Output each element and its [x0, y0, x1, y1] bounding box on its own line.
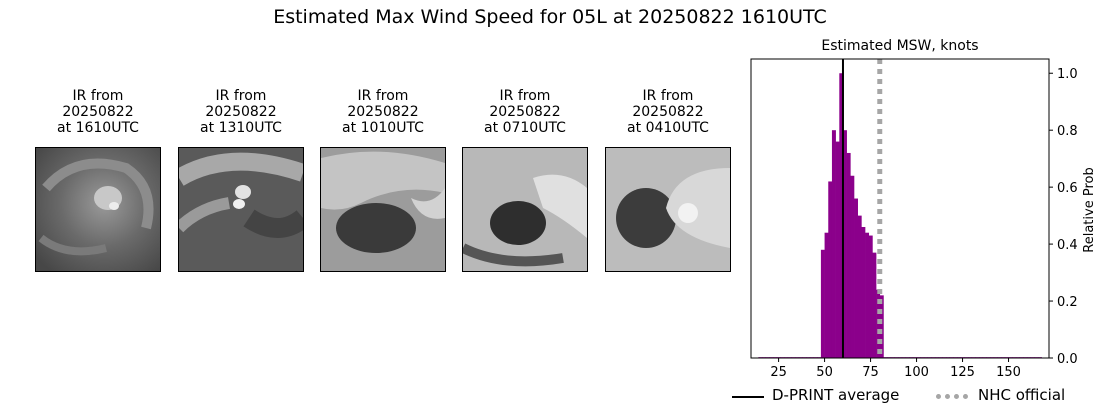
ir-satellite-image — [320, 147, 446, 272]
y-axis-label: Relative Prob — [1082, 167, 1097, 252]
histogram-bar — [828, 181, 833, 358]
y-tick-label: 0.0 — [1057, 352, 1078, 367]
histogram-bar — [879, 295, 884, 358]
legend-label-dprint: D-PRINT average — [772, 386, 900, 404]
ir-caption-time: at 0410UTC — [627, 120, 709, 136]
ir-panel-4: IR from 20250822 at 0710UTC — [462, 88, 588, 272]
ir-panel-5: IR from 20250822 at 0410UTC — [605, 88, 731, 272]
ir-caption-line1: IR from — [642, 88, 694, 104]
histogram-bar — [835, 141, 840, 358]
histogram-bar — [865, 232, 870, 358]
plot-frame — [750, 58, 1050, 359]
ir-caption-date: 20250822 — [489, 104, 561, 120]
y-tick-label: 0.6 — [1057, 181, 1078, 196]
ir-panel-3: IR from 20250822 at 1010UTC — [320, 88, 446, 272]
x-tick-label: 50 — [816, 365, 833, 380]
ir-panel-1: IR from 20250822 at 1610UTC — [35, 88, 161, 272]
ir-satellite-image — [178, 147, 304, 272]
ir-caption-line1: IR from — [499, 88, 551, 104]
ir-panel-caption: IR from 20250822 at 1010UTC — [320, 88, 446, 136]
histogram-bar — [820, 249, 825, 358]
ir-caption-date: 20250822 — [632, 104, 704, 120]
histogram-bar — [850, 175, 855, 358]
x-tick-label: 100 — [904, 365, 929, 380]
ir-panel-caption: IR from 20250822 at 0710UTC — [462, 88, 588, 136]
histogram-bar — [868, 235, 873, 358]
y-tick-label: 0.4 — [1057, 238, 1078, 253]
histogram-bar — [839, 73, 844, 358]
legend-solid-line-icon — [732, 396, 764, 398]
histogram-bar — [854, 198, 858, 358]
y-tick-label: 0.8 — [1057, 124, 1078, 139]
ir-caption-line1: IR from — [72, 88, 124, 104]
x-tick-label: 125 — [950, 365, 975, 380]
ir-caption-date: 20250822 — [62, 104, 134, 120]
histogram-bar — [842, 130, 847, 358]
ir-panel-caption: IR from 20250822 at 1610UTC — [35, 88, 161, 136]
ir-caption-line1: IR from — [357, 88, 409, 104]
ir-panel-2: IR from 20250822 at 1310UTC — [178, 88, 304, 272]
ir-caption-time: at 0710UTC — [484, 120, 566, 136]
ir-caption-time: at 1310UTC — [200, 120, 282, 136]
histogram-bar — [872, 252, 877, 358]
ir-satellite-image — [35, 147, 161, 272]
histogram-bar — [846, 152, 851, 358]
legend-label-nhc: NHC official — [978, 386, 1066, 404]
figure-title: Estimated Max Wind Speed for 05L at 2025… — [273, 6, 827, 28]
ir-caption-time: at 1010UTC — [342, 120, 424, 136]
ir-panel-caption: IR from 20250822 at 0410UTC — [605, 88, 731, 136]
histogram-bar — [824, 232, 829, 358]
ir-satellite-image — [605, 147, 731, 272]
ir-caption-line1: IR from — [215, 88, 267, 104]
y-tick-label: 0.2 — [1057, 295, 1078, 310]
ir-caption-date: 20250822 — [205, 104, 277, 120]
chart-title: Estimated MSW, knots — [821, 38, 978, 54]
histogram-bar — [831, 130, 836, 358]
x-tick-label: 25 — [770, 365, 787, 380]
legend-dotted-line-icon — [936, 394, 968, 399]
ir-caption-time: at 1610UTC — [57, 120, 139, 136]
ir-satellite-image — [462, 147, 588, 272]
ir-panel-caption: IR from 20250822 at 1310UTC — [178, 88, 304, 136]
x-tick-label: 75 — [862, 365, 879, 380]
ir-caption-date: 20250822 — [347, 104, 419, 120]
histogram-bar — [861, 227, 866, 358]
histogram-bar — [857, 215, 862, 358]
y-tick-label: 1.0 — [1057, 67, 1078, 82]
x-tick-label: 150 — [996, 365, 1021, 380]
